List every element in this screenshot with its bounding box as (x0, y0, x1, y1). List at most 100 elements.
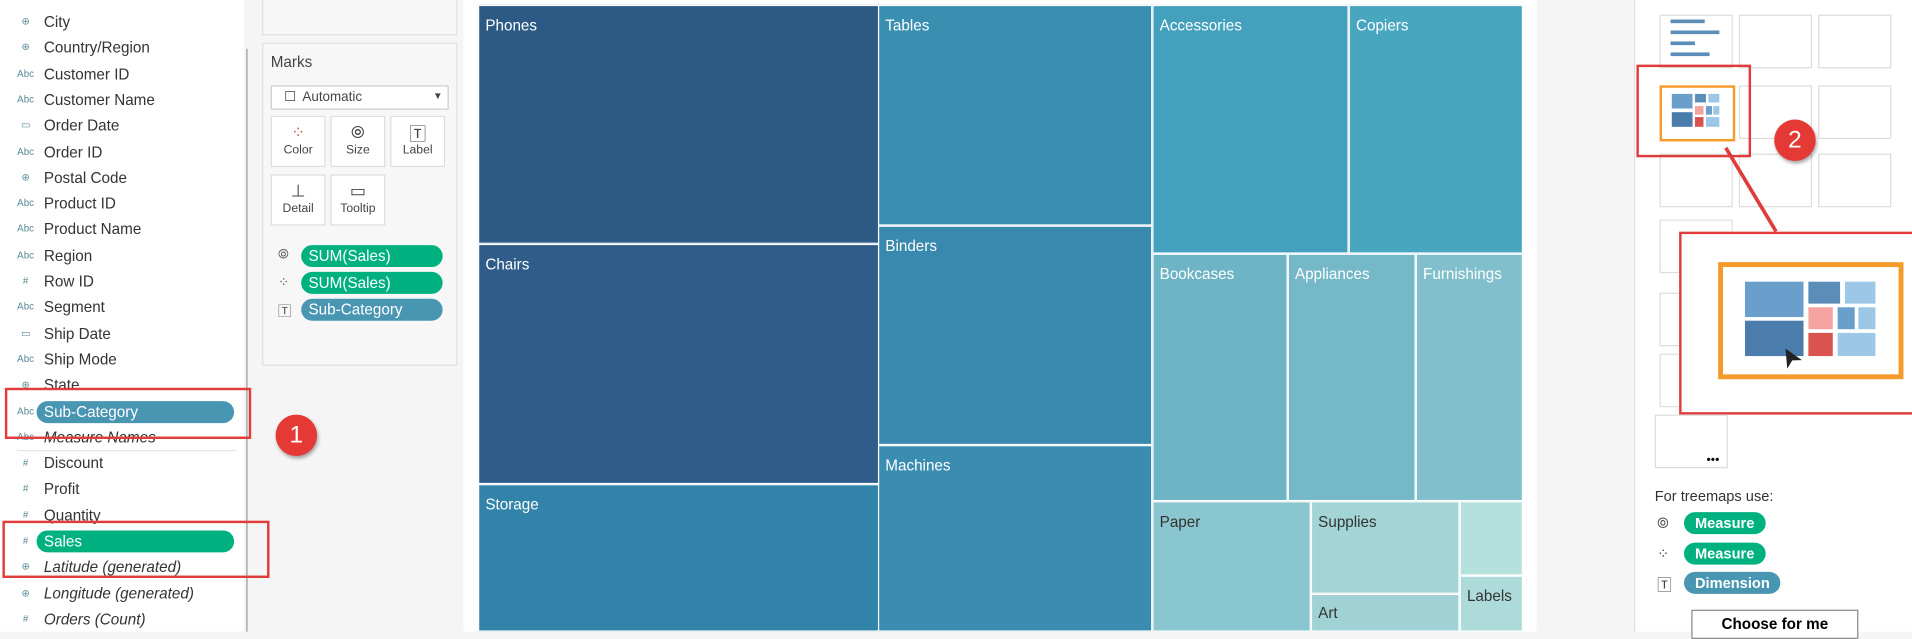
more-charts-thumbnail[interactable]: ••• (1654, 414, 1728, 469)
pane-divider (246, 48, 248, 632)
treemap-tile[interactable]: Machines (877, 445, 1153, 632)
field-item[interactable]: Abc Sub-Category (0, 400, 244, 425)
treemap-glyph (1845, 281, 1876, 304)
treemap-tile[interactable]: Bookcases (1152, 253, 1288, 502)
field-label: Order Date (43, 117, 120, 135)
treemap-tile[interactable]: Binders (877, 225, 1153, 446)
tooltip-button[interactable]: ▭ Tooltip (330, 174, 386, 226)
label-label: Label (402, 143, 433, 158)
field-item[interactable]: # Profit (0, 478, 244, 502)
treemap-tile[interactable]: Paper (1152, 501, 1311, 632)
field-item[interactable]: Abc Region (0, 245, 244, 269)
field-type-icon: # (22, 457, 29, 469)
chart-type-thumbnail[interactable] (1818, 153, 1892, 208)
chart-type-thumbnail[interactable] (1659, 14, 1733, 69)
field-item[interactable]: # Sales (0, 530, 244, 554)
field-item[interactable]: ⊕ Postal Code (0, 167, 244, 191)
treemap-glyph (1695, 117, 1704, 127)
treemap-tile[interactable]: Art (1310, 593, 1460, 632)
treemap-tile[interactable]: Accessories (1152, 4, 1349, 254)
treemap-glyph (1744, 320, 1803, 357)
field-type-icon: ▭ (20, 119, 31, 131)
chart-type-thumbnail[interactable] (1738, 153, 1813, 208)
shelf-pill[interactable]: Sub-Category (301, 298, 443, 321)
bar-glyph (1670, 30, 1720, 35)
chart-type-thumbnail[interactable] (1818, 14, 1892, 69)
field-label: Order ID (43, 143, 103, 161)
field-type-icon: ⊕ (21, 587, 30, 599)
detail-button[interactable]: ⊥ Detail (270, 174, 326, 226)
field-item[interactable]: # Row ID (0, 271, 244, 295)
chart-type-thumbnail[interactable] (1659, 85, 1736, 142)
field-item[interactable]: Abc Ship Mode (0, 349, 244, 373)
highlight-box (1636, 64, 1752, 158)
label-icon: 🅃 (1657, 576, 1672, 594)
choose-for-me-button[interactable]: Choose for me (1691, 609, 1859, 639)
field-label: Customer Name (43, 91, 155, 109)
treemap-glyph (1695, 93, 1707, 103)
chart-type-thumbnail[interactable] (1659, 153, 1733, 208)
highlight-box (2, 520, 270, 578)
pages-shelf[interactable] (262, 0, 458, 36)
field-type-icon: ⊕ (21, 41, 30, 53)
field-item[interactable]: Abc Customer Name (0, 89, 244, 113)
treemap-tile[interactable]: Copiers (1348, 4, 1524, 254)
field-item[interactable]: ⊕ City (0, 11, 244, 35)
color-button[interactable]: ⁘ Color (270, 115, 326, 168)
field-label: Customer ID (43, 65, 130, 83)
treemap-tile[interactable]: Chairs (478, 243, 880, 485)
marks-title: Marks (270, 53, 313, 71)
field-item[interactable]: ⊕ Latitude (generated) (0, 556, 244, 580)
field-item[interactable]: ⊕ Longitude (generated) (0, 582, 244, 606)
label-button[interactable]: 🅃 Label (390, 115, 446, 168)
field-item[interactable]: Abc Product Name (0, 219, 244, 243)
treemap-tile[interactable]: Furnishings (1415, 253, 1524, 502)
treemap-tile[interactable]: Supplies (1310, 501, 1460, 594)
field-item[interactable]: Abc Order ID (0, 141, 244, 165)
field-item[interactable]: ▭ Ship Date (0, 323, 244, 347)
field-label: City (43, 13, 71, 31)
field-type-icon: Abc (17, 249, 35, 261)
data-pane: ⊕ City ⊕ Country/Region Abc Customer ID Abc Cus… (0, 0, 244, 632)
requirement-pill: Dimension (1683, 571, 1781, 594)
treemap-tile[interactable]: Appliances (1287, 253, 1416, 502)
section-divider (17, 450, 237, 452)
field-item[interactable]: # Discount (0, 453, 244, 477)
requirement-pill: Measure (1683, 512, 1766, 535)
field-label: Segment (43, 299, 105, 317)
chart-type-thumbnail[interactable] (1738, 14, 1813, 69)
shelf-pill[interactable]: SUM(Sales) (301, 245, 443, 268)
treemap-tile[interactable]: Labels (1459, 575, 1524, 632)
size-icon: ⦾ (278, 247, 289, 263)
treemap-glyph (1808, 333, 1834, 357)
treemap-tile[interactable]: Phones (478, 4, 880, 244)
size-button[interactable]: ⦾ Size (330, 115, 386, 168)
field-item[interactable]: Abc Segment (0, 297, 244, 321)
chart-type-thumbnail[interactable] (1818, 85, 1892, 140)
field-item[interactable]: ⊕ Country/Region (0, 37, 244, 61)
field-type-icon: Abc (17, 301, 35, 313)
field-item[interactable]: Abc Product ID (0, 193, 244, 217)
field-type-icon: Abc (17, 145, 35, 157)
highlight-box (4, 387, 252, 439)
field-item[interactable]: # Orders (Count) (0, 608, 244, 632)
color-label: Color (283, 143, 313, 158)
treemap-glyph (1695, 105, 1704, 115)
field-item[interactable]: # Quantity (0, 504, 244, 528)
field-label: Product Name (43, 221, 142, 239)
field-item[interactable]: Abc Customer ID (0, 63, 244, 87)
treemap-tile[interactable]: Storage (478, 484, 880, 632)
field-item[interactable]: ▭ Order Date (0, 115, 244, 139)
treemap-view[interactable]: Phones Chairs Storage Tables Binders Machines… (463, 0, 1537, 632)
shelf-pill[interactable]: SUM(Sales) (301, 271, 443, 294)
mark-type-dropdown[interactable]: ☐ Automatic ▼ (270, 85, 449, 110)
field-type-icon: ⊕ (21, 379, 30, 391)
label-icon: 🅃 (278, 304, 292, 320)
field-label: Product ID (43, 195, 116, 213)
field-label: Latitude (generated) (43, 558, 182, 576)
size-icon: ⦾ (1657, 514, 1669, 532)
field-type-icon: ▭ (20, 327, 31, 339)
bar-glyph (1670, 41, 1695, 46)
treemap-tile[interactable]: Tables (877, 4, 1153, 226)
treemap-tile[interactable] (1459, 501, 1524, 576)
